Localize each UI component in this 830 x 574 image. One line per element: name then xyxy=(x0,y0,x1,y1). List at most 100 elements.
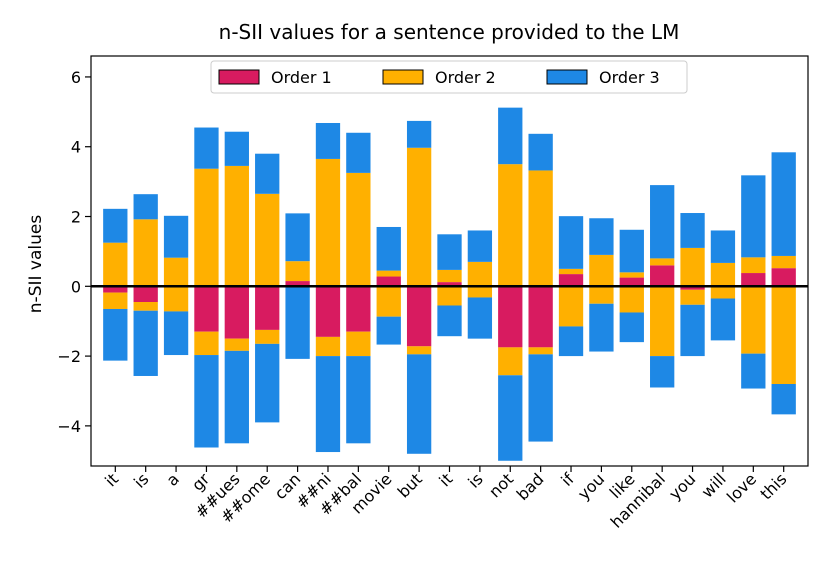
bar-it-2-pos xyxy=(437,269,462,283)
bar-not-2-neg xyxy=(498,347,523,376)
bar-you-2-neg xyxy=(589,286,614,304)
bar-##ome-1-neg xyxy=(255,286,280,330)
bar-movie-2-pos xyxy=(376,270,401,277)
bar-gr-2-neg xyxy=(194,331,219,356)
legend: Order 1 Order 2 Order 3 xyxy=(210,60,688,94)
bar-can-3-neg xyxy=(285,286,310,359)
bar-but-2-pos xyxy=(406,147,432,287)
bar-bad-2-pos xyxy=(528,170,553,287)
legend-box xyxy=(210,60,688,94)
x-tick-label: but xyxy=(394,469,426,501)
bar-it-2-neg xyxy=(103,292,128,309)
bar-movie-1-pos xyxy=(376,276,401,287)
bar-not-2-pos xyxy=(498,164,523,287)
bar-not-3-pos xyxy=(498,107,523,165)
bar-##ni-2-neg xyxy=(315,336,341,357)
bar-##ome-2-neg xyxy=(255,329,280,344)
bar-will-3-pos xyxy=(710,230,736,263)
bar-##ues-3-pos xyxy=(224,131,249,166)
bar-gr-3-pos xyxy=(194,127,219,169)
bar-this-1-pos xyxy=(771,268,796,287)
bar-##ni-3-pos xyxy=(315,122,341,159)
y-tick-label: 4 xyxy=(71,138,81,157)
bar-love-3-neg xyxy=(741,353,766,389)
bar-if-1-pos xyxy=(558,274,584,287)
bar-love-2-pos xyxy=(741,257,766,274)
bar-##ome-3-pos xyxy=(255,153,280,194)
bar-it-1-pos xyxy=(437,282,462,287)
bar-gr-1-neg xyxy=(194,286,219,332)
bar-a-2-neg xyxy=(163,286,189,312)
x-tick-label: not xyxy=(485,469,517,501)
bar-but-2-neg xyxy=(406,346,432,355)
bar-it-3-neg xyxy=(437,305,462,337)
bar-is-3-neg xyxy=(467,297,493,339)
bar-you-3-pos xyxy=(680,213,705,248)
x-tick-label: bad xyxy=(513,469,548,504)
bar-it-3-pos xyxy=(103,208,128,243)
bar-it-2-neg xyxy=(437,286,462,306)
bar-you-1-neg xyxy=(680,286,705,290)
bar-like-2-neg xyxy=(619,286,644,313)
x-tick-label: this xyxy=(756,469,790,503)
bar-is-3-pos xyxy=(133,194,158,220)
bar-##ni-2-pos xyxy=(315,158,341,287)
x-tick-label: it xyxy=(101,469,122,490)
x-tick-label: it xyxy=(435,469,456,490)
bar-like-1-pos xyxy=(619,277,644,287)
bar-gr-2-pos xyxy=(194,168,219,287)
y-tick-label: −4 xyxy=(57,417,81,436)
legend-swatch-order-1 xyxy=(218,69,260,85)
legend-swatch-order-3 xyxy=(546,69,588,85)
bar-##ues-2-pos xyxy=(224,165,249,287)
bar-can-3-pos xyxy=(285,213,310,262)
bar-but-1-neg xyxy=(406,286,432,347)
bar-##ni-1-neg xyxy=(315,286,341,337)
bar-it-2-pos xyxy=(103,242,128,287)
bar-but-3-neg xyxy=(406,354,432,454)
bar-not-3-neg xyxy=(498,375,523,461)
bar-is-1-neg xyxy=(133,286,158,302)
y-tick-label: 0 xyxy=(71,277,81,296)
bar-you-3-neg xyxy=(680,304,705,357)
bar-hannibal-3-neg xyxy=(650,356,675,388)
bar-you-2-pos xyxy=(680,247,705,287)
bar-can-2-pos xyxy=(285,261,310,282)
bar-is-2-pos xyxy=(133,219,158,287)
bar-but-3-pos xyxy=(406,120,432,148)
bar-you-3-neg xyxy=(589,303,614,352)
bar-##ome-2-pos xyxy=(255,193,280,287)
bar-not-1-neg xyxy=(498,286,523,348)
bar-this-2-neg xyxy=(771,286,796,384)
y-tick-label: −2 xyxy=(57,347,81,366)
bars-layer xyxy=(103,107,796,461)
bar-is-2-neg xyxy=(133,302,158,311)
legend-swatch-order-2 xyxy=(382,69,424,85)
bar-##ome-3-neg xyxy=(255,343,280,423)
bar-bad-3-pos xyxy=(528,133,553,171)
x-tick-label: you xyxy=(665,469,699,503)
bar-like-3-neg xyxy=(619,312,644,343)
bar-a-3-neg xyxy=(163,311,189,356)
x-tick-label: is xyxy=(130,469,152,491)
x-tick-label: if xyxy=(557,469,578,490)
bar-you-2-pos xyxy=(589,254,614,287)
bar-##ni-3-neg xyxy=(315,356,341,453)
x-tick-label: is xyxy=(464,469,486,491)
bar-##bal-3-neg xyxy=(346,356,371,444)
bar-it-1-neg xyxy=(103,286,128,293)
bar-movie-2-neg xyxy=(376,286,401,317)
bar-hannibal-3-pos xyxy=(650,185,675,259)
bar-like-3-pos xyxy=(619,229,644,273)
chart-title: n-SII values for a sentence provided to … xyxy=(219,20,680,44)
x-tick-label: will xyxy=(698,469,730,501)
bar-hannibal-1-pos xyxy=(650,265,675,287)
y-axis-label: n-SII values xyxy=(26,215,46,314)
bar-if-2-pos xyxy=(558,268,584,275)
bar-love-2-neg xyxy=(741,286,766,354)
bar-love-3-pos xyxy=(741,175,766,258)
bar-will-2-neg xyxy=(710,286,736,299)
bar-hannibal-2-neg xyxy=(650,286,675,357)
bar-is-3-pos xyxy=(467,230,493,262)
bar-##ues-2-neg xyxy=(224,338,249,351)
